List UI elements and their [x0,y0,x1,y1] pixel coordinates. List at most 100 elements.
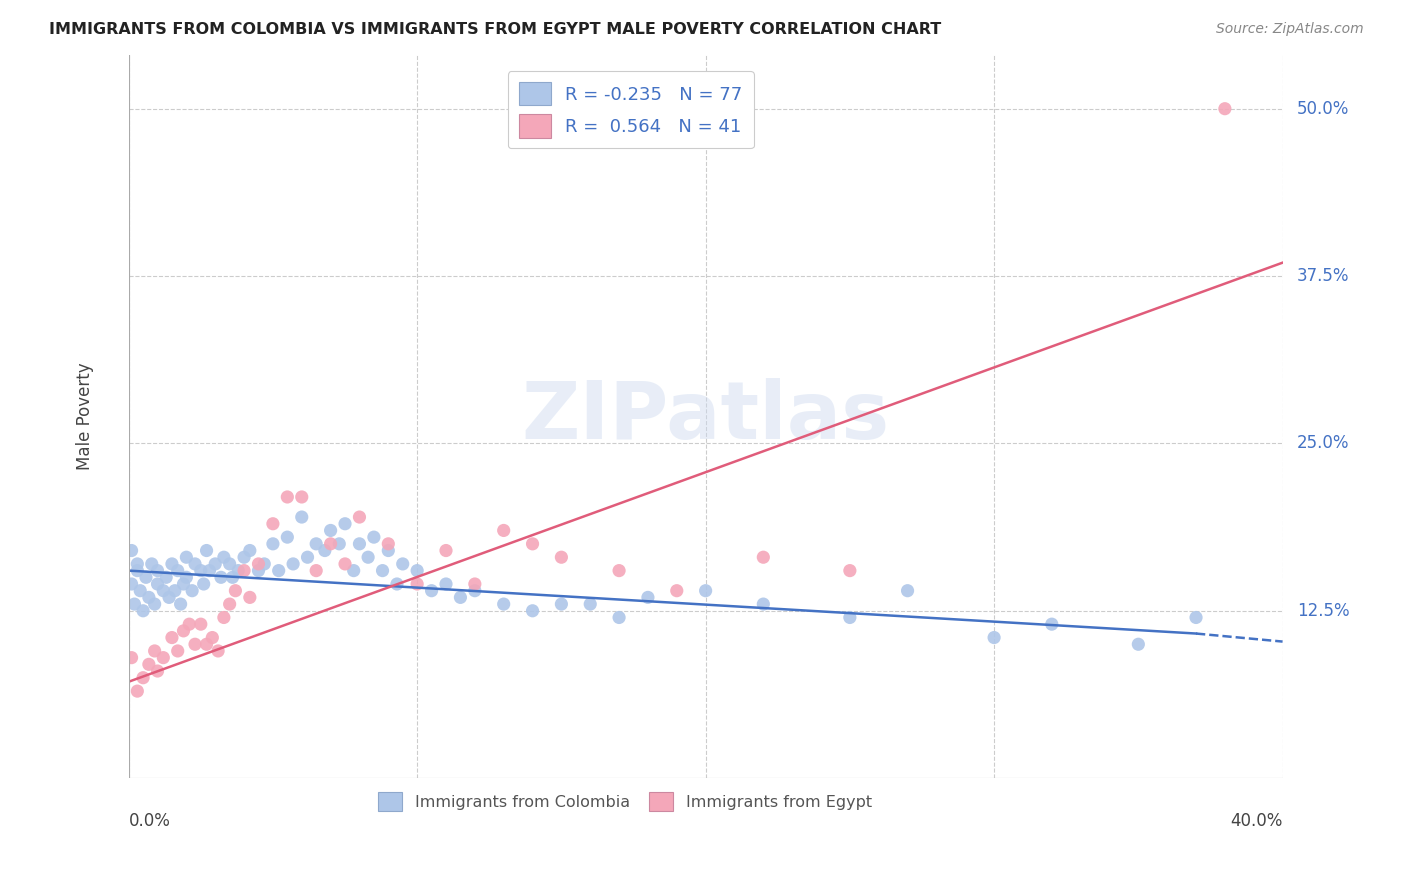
Point [169,597,191,611]
Text: 50.0%: 50.0% [1296,100,1350,118]
Point [132,671,155,685]
Point [838,564,860,578]
Point [434,543,457,558]
Point [132,604,155,618]
Point [160,631,183,645]
Point [195,637,218,651]
Point [224,583,246,598]
Text: Male Poverty: Male Poverty [76,363,94,470]
Point [896,583,918,598]
Point [1128,637,1150,651]
Point [314,543,336,558]
Point [173,624,195,638]
Point [464,583,486,598]
Text: 0.0%: 0.0% [129,812,170,830]
Point [637,591,659,605]
Point [377,543,399,558]
Point [173,577,195,591]
Point [492,597,515,611]
Point [385,577,408,591]
Point [363,530,385,544]
Text: IMMIGRANTS FROM COLOMBIA VS IMMIGRANTS FROM EGYPT MALE POVERTY CORRELATION CHART: IMMIGRANTS FROM COLOMBIA VS IMMIGRANTS F… [49,22,942,37]
Point [201,631,224,645]
Point [163,583,186,598]
Point [184,637,207,651]
Point [377,537,399,551]
Point [160,557,183,571]
Point [166,564,188,578]
Text: 37.5%: 37.5% [1296,267,1350,285]
Point [146,564,169,578]
Point [319,537,342,551]
Point [181,583,204,598]
Point [121,650,143,665]
Point [152,650,174,665]
Point [146,577,169,591]
Point [127,684,149,698]
Point [239,591,262,605]
Point [449,591,471,605]
Point [357,550,380,565]
Point [135,570,157,584]
Point [1185,610,1208,624]
Point [319,524,342,538]
Point [166,644,188,658]
Point [221,570,243,584]
Point [247,564,270,578]
Point [138,591,160,605]
Point [247,557,270,571]
Point [190,564,212,578]
Point [152,583,174,598]
Point [607,610,630,624]
Point [328,537,350,551]
Point [157,591,180,605]
Point [291,490,314,504]
Point [522,537,544,551]
Point [212,610,235,624]
Point [141,557,163,571]
Point [349,537,371,551]
Text: 25.0%: 25.0% [1296,434,1350,452]
Text: 40.0%: 40.0% [1230,812,1282,830]
Point [695,583,717,598]
Point [371,564,394,578]
Point [212,550,235,565]
Point [464,577,486,591]
Point [233,564,256,578]
Point [333,557,356,571]
Point [127,564,149,578]
Point [406,564,429,578]
Point [406,577,429,591]
Point [1040,617,1063,632]
Point [176,570,198,584]
Point [124,597,146,611]
Point [198,564,221,578]
Point [276,530,298,544]
Point [262,516,284,531]
Point [143,597,166,611]
Point [297,550,319,565]
Point [184,557,207,571]
Point [607,564,630,578]
Point [492,524,515,538]
Point [267,564,290,578]
Point [155,570,177,584]
Point [305,564,328,578]
Point [420,583,443,598]
Point [226,564,249,578]
Point [579,597,602,611]
Point [434,577,457,591]
Point [752,550,775,565]
Point [176,550,198,565]
Point [209,570,232,584]
Point [333,516,356,531]
Point [195,543,218,558]
Point [276,490,298,504]
Point [349,510,371,524]
Point [391,557,413,571]
Point [138,657,160,672]
Point [522,604,544,618]
Point [550,597,572,611]
Point [1213,102,1236,116]
Point [121,543,143,558]
